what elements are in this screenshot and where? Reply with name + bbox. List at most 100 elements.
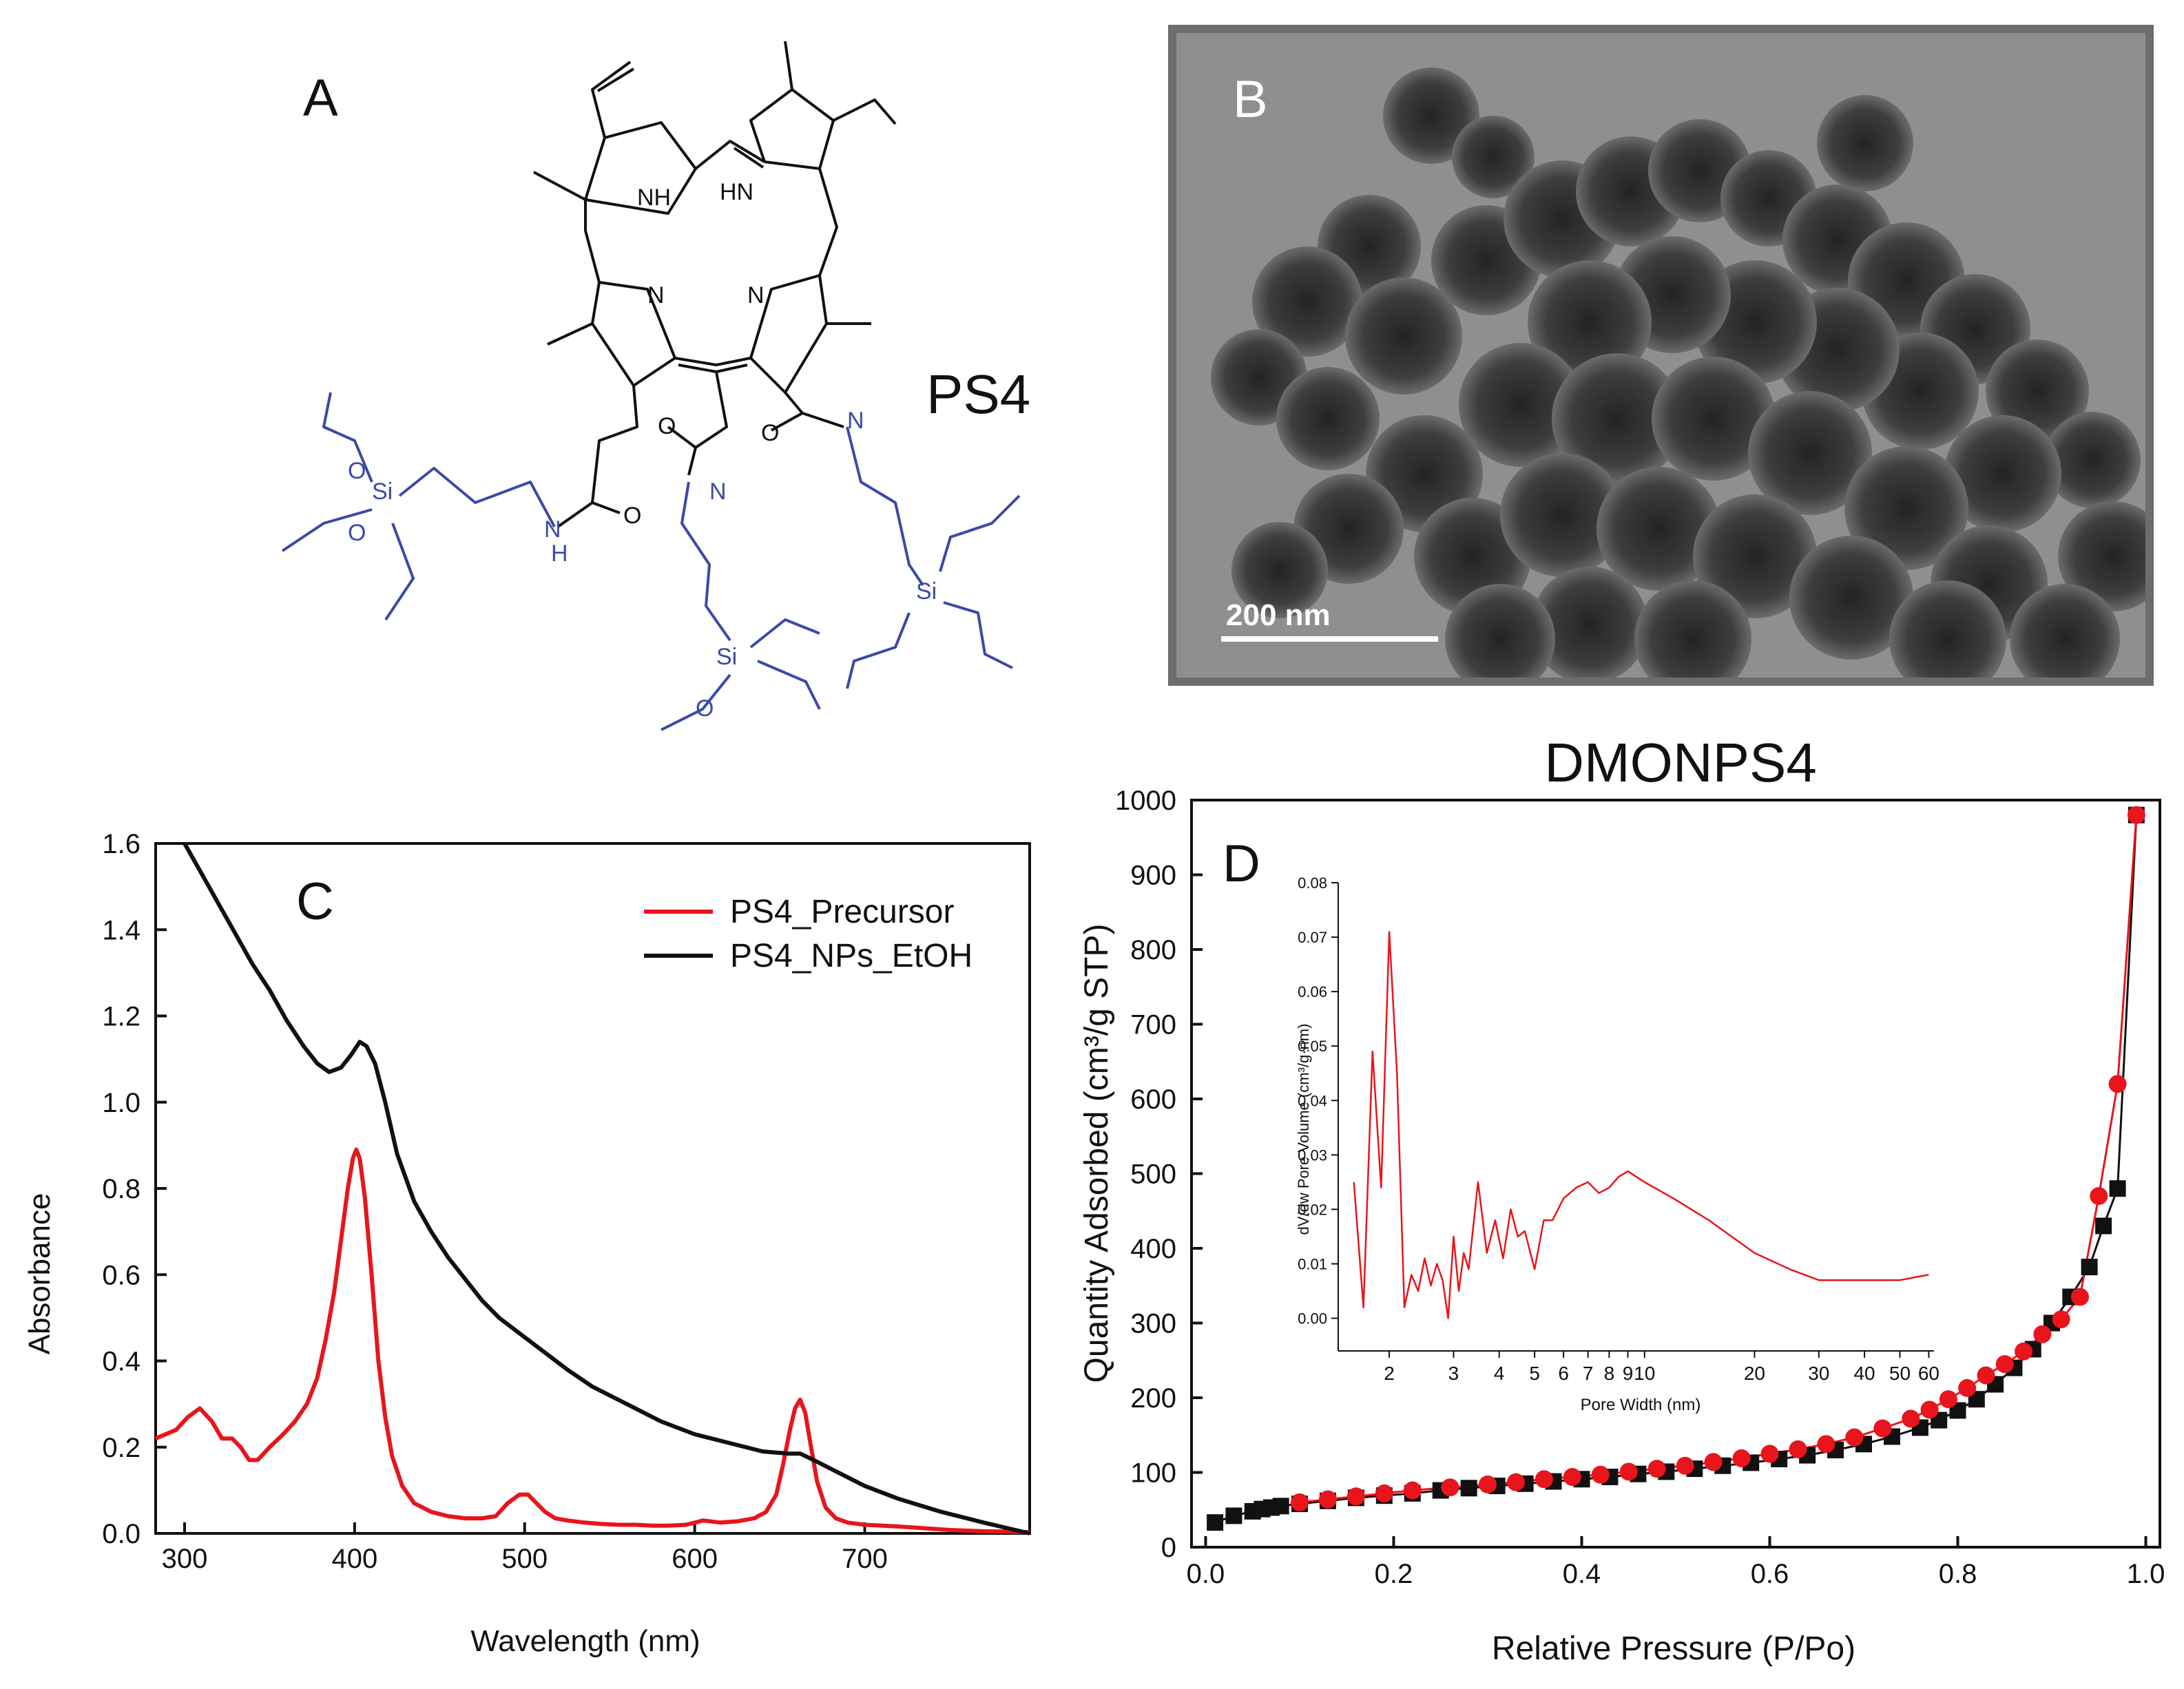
d-desorption-point (1995, 1355, 2014, 1374)
inset-y-axis-label: dV/dw Pore Volume (cm³/g·nm) (1295, 1024, 1312, 1235)
scale-bar-label: 200 nm (1226, 598, 1331, 632)
inset-y-tick-label: 0.08 (1298, 874, 1327, 892)
d-desorption-point (2090, 1187, 2108, 1206)
c-series-precursor (154, 1147, 1030, 1535)
d-desorption-point (1676, 1456, 1694, 1475)
d-desorption-point (1375, 1484, 1393, 1502)
svg-text:H: H (551, 541, 568, 567)
d-desorption-point (1873, 1419, 1892, 1438)
tem-particle (1345, 277, 1462, 395)
d-desorption-point (1977, 1366, 1995, 1385)
legend-label-precursor: PS4_Precursor (730, 894, 954, 930)
tem-particle (1652, 357, 1776, 481)
c-y-tick-label: 0.6 (102, 1260, 141, 1290)
d-x-tick-label: 0.6 (1751, 1559, 1789, 1589)
tem-particles: 200 nm B (1176, 33, 2145, 678)
svg-text:Si: Si (716, 644, 737, 670)
d-desorption-point (1478, 1475, 1497, 1493)
svg-text:O: O (348, 458, 366, 484)
d-series-adsorption-line (1214, 815, 2138, 1524)
inset-y-tick-label: 0.04 (1298, 1092, 1327, 1109)
d-desorption-point (1619, 1462, 1638, 1481)
inset-y-tick-label: 0.05 (1298, 1038, 1327, 1055)
legend-label-nps: PS4_NPs_EtOH (730, 938, 973, 974)
d-adsorption-point (1460, 1480, 1477, 1497)
d-adsorption-point (2109, 1180, 2126, 1197)
svg-text:O: O (658, 413, 676, 439)
d-desorption-point (1290, 1493, 1309, 1511)
d-x-axis-label: Relative Pressure (P/Po) (1492, 1630, 1855, 1667)
c-y-tick-label: 0.0 (102, 1519, 141, 1549)
tem-particle (1445, 584, 1555, 678)
tem-particle (1459, 343, 1583, 467)
tem-particle (1500, 453, 1624, 577)
d-desorption-point (1920, 1400, 1939, 1419)
c-x-tick-label: 600 (672, 1544, 718, 1574)
d-desorption-point (1441, 1478, 1459, 1497)
inset-y-tick-label: 0.03 (1298, 1146, 1327, 1164)
c-y-axis-label: Absorbance (23, 1193, 56, 1355)
d-y-tick-label: 700 (1130, 1010, 1176, 1040)
inset-y-tick-label: 0.07 (1298, 929, 1327, 946)
d-desorption-point (1958, 1378, 1977, 1397)
atom-labels: NH HN N N O O O (623, 179, 779, 529)
d-y-tick-label: 800 (1130, 935, 1176, 965)
tem-particle (1634, 580, 1751, 678)
c-x-tick-label: 400 (331, 1544, 377, 1574)
tem-particle (1844, 446, 1968, 570)
tem-particle (1528, 260, 1652, 384)
inset-x-axis-label: Pore Width (nm) (1581, 1396, 1701, 1414)
inset-x-tick-label: 3 (1448, 1363, 1459, 1384)
d-desorption-point (1845, 1428, 1864, 1447)
c-x-axis-label: Wavelength (nm) (470, 1624, 700, 1658)
inset-x-tick-label: 8 (1604, 1363, 1615, 1384)
d-x-tick-label: 0.8 (1939, 1559, 1977, 1589)
panel-d-letter: D (1223, 835, 1260, 893)
tem-particle (1748, 391, 1872, 515)
panel-a-structure: A PS4 NH HN N (281, 41, 1030, 731)
tem-particle (1693, 494, 1817, 618)
d-adsorption-point (2095, 1217, 2112, 1235)
panel-d-chart: DMONPS4 0.0 0.2 0.4 0.6 0.8 1.0 0 100 200 300 400 5… (1079, 732, 2165, 1667)
d-y-tick-label: 900 (1130, 861, 1176, 891)
compound-label: PS4 (926, 364, 1030, 425)
inset-x-tick-label: 2 (1384, 1363, 1395, 1384)
inset-x-tick-label: 7 (1583, 1363, 1594, 1384)
c-y-tick-label: 1.4 (102, 915, 141, 945)
d-plot-frame (1190, 799, 2161, 1549)
panel-c-chart: 300 400 500 600 700 0.0 0.2 0.4 0.6 0.8 1.0 1.2 1.4 1… (23, 829, 1031, 1658)
panel-a-letter: A (303, 69, 338, 127)
inset-y-tick-label: 0.06 (1298, 983, 1327, 1000)
c-y-tick-label: 0.8 (102, 1174, 141, 1204)
d-y-tick-label: 400 (1130, 1234, 1176, 1264)
inset-x-tick-label: 30 (1808, 1363, 1829, 1384)
tem-particle (1383, 67, 1479, 164)
tem-particle (1231, 522, 1328, 618)
panel-b-letter: B (1233, 70, 1268, 129)
d-y-tick-label: 200 (1130, 1383, 1176, 1414)
d-desorption-point (1939, 1390, 1957, 1409)
panel-b-tem-image: 200 nm B (1168, 25, 2154, 686)
c-y-tick-label: 0.4 (102, 1347, 141, 1377)
d-series-desorption-line (1299, 815, 2138, 1504)
c-x-tick-label: 700 (842, 1544, 888, 1574)
d-desorption-point (2033, 1325, 2052, 1343)
tem-particle (1889, 580, 2006, 678)
d-desorption-point (2052, 1310, 2070, 1329)
tem-particle (2058, 501, 2145, 611)
d-desorption-point (1535, 1470, 1553, 1489)
tem-particle (1944, 415, 2061, 532)
tem-particle (1531, 567, 1648, 678)
d-adsorption-point (1225, 1507, 1242, 1524)
c-y-tick-label: 1.2 (102, 1002, 141, 1032)
d-desorption-point (2127, 806, 2145, 824)
d-adsorption-point (1207, 1514, 1224, 1531)
inset-x-tick-label: 4 (1494, 1363, 1505, 1384)
d-desorption-point (2070, 1288, 2089, 1306)
d-desorption-point (1760, 1445, 1779, 1463)
d-desorption-point (2108, 1075, 2127, 1093)
d-desorption-point (1789, 1440, 1807, 1458)
d-y-tick-label: 600 (1130, 1084, 1176, 1115)
d-adsorption-point (1272, 1498, 1289, 1515)
inset-x-tick-label: 5 (1529, 1363, 1540, 1384)
